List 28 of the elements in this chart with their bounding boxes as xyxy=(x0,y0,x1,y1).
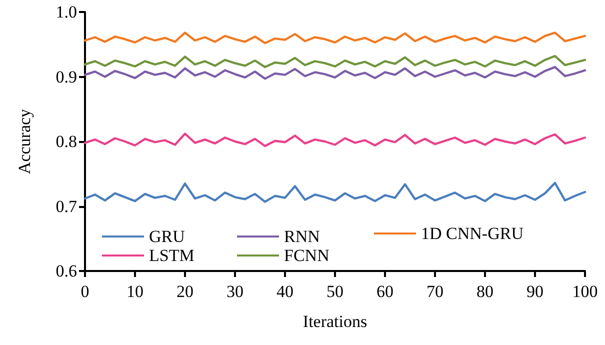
x-tick-label: 80 xyxy=(476,282,494,301)
y-axis-title: Accuracy xyxy=(15,108,34,174)
x-tick-label: 30 xyxy=(226,282,244,301)
y-tick-label: 0.6 xyxy=(56,262,77,280)
x-axis-title: Iterations xyxy=(302,312,368,331)
line-series xyxy=(84,32,586,44)
legend-label: FCNN xyxy=(284,246,330,265)
line-series xyxy=(84,66,586,80)
y-tick-label: 0.7 xyxy=(56,196,78,216)
x-tick-label: 100 xyxy=(572,282,598,301)
x-tick-label: 70 xyxy=(426,282,444,301)
x-tick-label: 0 xyxy=(80,282,90,301)
legend-label: 1D CNN-GRU xyxy=(421,224,524,243)
x-tick-label: 20 xyxy=(176,282,194,301)
y-tick-label: 0.8 xyxy=(56,132,77,151)
legend-label: RNN xyxy=(284,227,320,246)
y-tick-label: 1.0 xyxy=(56,2,77,22)
x-tick-label: 90 xyxy=(526,282,544,301)
x-tick-label: 60 xyxy=(376,282,394,301)
x-tick-label: 10 xyxy=(126,282,144,301)
legend-label: LSTM xyxy=(149,246,194,265)
line-series xyxy=(84,132,586,148)
y-tick-label: 0.9 xyxy=(56,67,77,86)
x-tick-label: 50 xyxy=(326,282,344,301)
line-series xyxy=(84,54,586,68)
line-series xyxy=(84,182,586,203)
x-tick-label: 40 xyxy=(276,282,294,301)
legend-label: GRU xyxy=(149,227,185,246)
